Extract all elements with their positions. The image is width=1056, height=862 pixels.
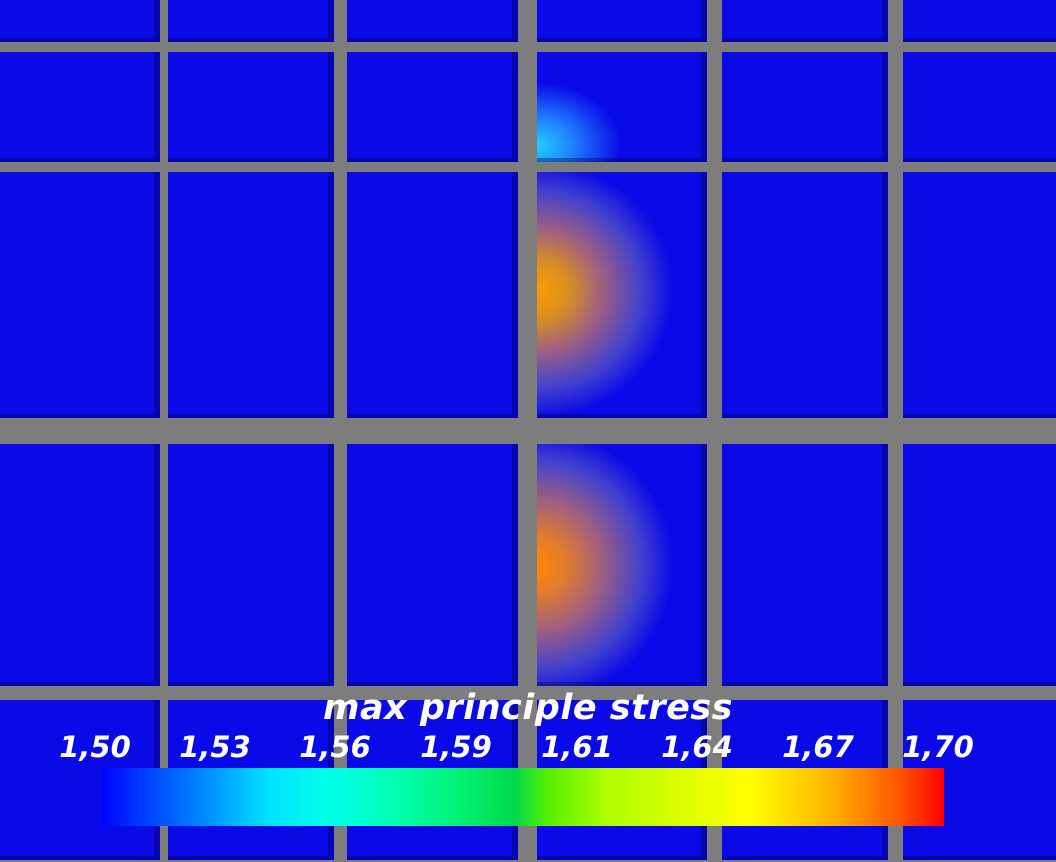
mesh-tile xyxy=(903,0,1056,42)
mesh-tile xyxy=(347,0,518,42)
mesh-tile xyxy=(537,52,707,162)
colorbar xyxy=(102,768,944,826)
mesh-tile xyxy=(168,444,334,686)
mesh-tile xyxy=(347,52,518,162)
mesh-tile xyxy=(0,444,160,686)
mesh-tile xyxy=(347,444,518,686)
mesh-tile xyxy=(722,52,888,162)
mesh-tile xyxy=(903,172,1056,418)
colorbar-tick: 1,50 xyxy=(59,730,131,764)
mesh-tile xyxy=(722,444,888,686)
mesh-tile xyxy=(722,0,888,42)
colorbar-tick: 1,64 xyxy=(661,730,733,764)
colorbar-tick: 1,53 xyxy=(179,730,251,764)
mesh-tile xyxy=(347,172,518,418)
mesh-tile xyxy=(722,172,888,418)
mesh-tile xyxy=(168,0,334,42)
mesh-tile xyxy=(537,444,707,686)
colorbar-title: max principle stress xyxy=(322,688,734,728)
mesh-tile xyxy=(0,0,160,42)
mesh-tile xyxy=(0,172,160,418)
mesh-tile xyxy=(168,52,334,162)
colorbar-tick: 1,67 xyxy=(782,730,854,764)
colorbar-tick: 1,70 xyxy=(902,730,974,764)
mesh-tile xyxy=(168,172,334,418)
mesh-tile xyxy=(0,52,160,162)
mesh-tile xyxy=(903,444,1056,686)
colorbar-tick: 1,59 xyxy=(420,730,492,764)
mesh-tile xyxy=(903,52,1056,162)
colorbar-tick: 1,61 xyxy=(541,730,613,764)
colorbar-tick: 1,56 xyxy=(299,730,371,764)
mesh-tile xyxy=(537,0,707,42)
mesh-tile xyxy=(537,172,707,418)
